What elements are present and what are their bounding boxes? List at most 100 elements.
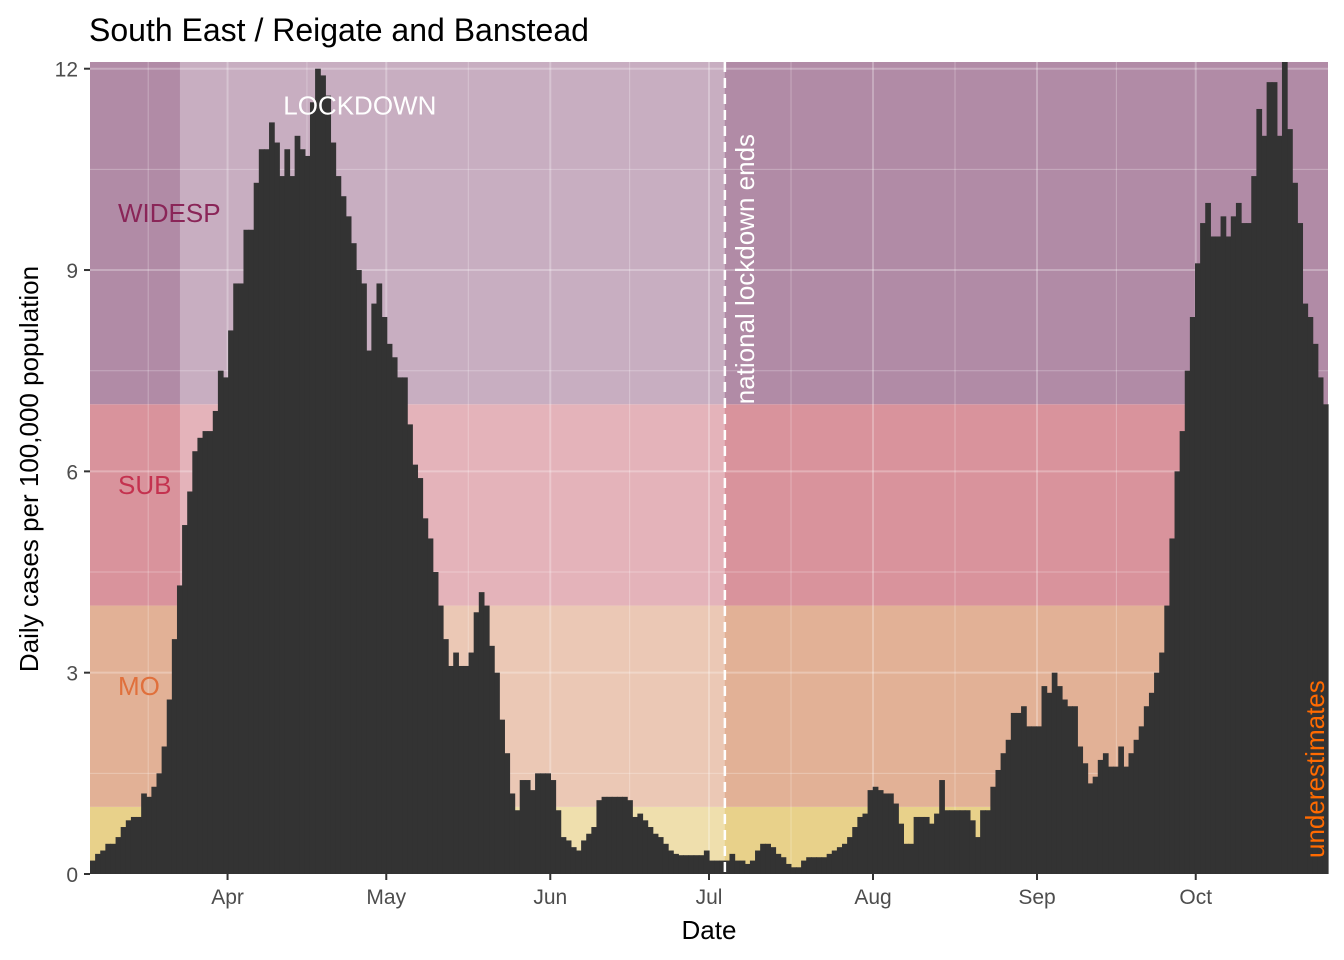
bar-187: [1046, 692, 1053, 874]
bar-84: [519, 780, 526, 874]
bar-102: [611, 796, 618, 874]
bar-19: [187, 491, 193, 874]
bar-195: [1087, 783, 1094, 874]
band-label-1: MO: [118, 671, 160, 701]
bar-98: [591, 827, 598, 874]
bar-133: [770, 847, 777, 874]
bar-206: [1143, 706, 1150, 874]
bar-70: [448, 665, 454, 874]
bar-198: [1102, 753, 1109, 874]
bar-178: [1000, 753, 1007, 874]
bar-239: [1312, 343, 1319, 875]
bar-87: [535, 773, 541, 874]
y-tick-label-1: 3: [66, 663, 78, 686]
bar-186: [1041, 686, 1048, 874]
bar-173: [975, 837, 981, 874]
bar-90: [550, 780, 557, 874]
bar-93: [565, 840, 572, 874]
y-axis-ticks: 0 3 6 9 12: [55, 59, 90, 887]
bar-183: [1026, 726, 1032, 874]
bar-217: [1200, 223, 1206, 874]
bar-194: [1082, 763, 1089, 874]
bar-137: [790, 867, 797, 874]
bar-138: [795, 867, 802, 874]
bar-123: [719, 860, 725, 874]
bar-168: [949, 810, 956, 874]
bar-154: [877, 790, 884, 874]
bar-122: [714, 860, 720, 874]
bar-220: [1215, 236, 1222, 874]
bar-105: [627, 800, 633, 874]
bar-209: [1159, 652, 1165, 874]
bar-110: [652, 833, 659, 874]
bar-77: [483, 605, 490, 874]
bar-119: [698, 855, 705, 874]
bar-50: [345, 216, 352, 874]
bar-66: [427, 538, 434, 874]
bar-235: [1292, 182, 1298, 874]
bar-147: [842, 843, 848, 874]
bar-28: [233, 283, 239, 874]
bar-232: [1276, 135, 1283, 874]
x-tick-label-5: Sep: [1018, 886, 1055, 909]
bar-127: [739, 860, 746, 874]
bar-177: [995, 769, 1002, 874]
bar-52: [356, 270, 362, 874]
bar-85: [524, 780, 531, 874]
bar-73: [463, 665, 470, 874]
bar-159: [903, 843, 910, 874]
bar-63: [412, 464, 419, 874]
bar-35: [269, 122, 275, 874]
bar-109: [647, 827, 654, 874]
bar-0: [90, 860, 96, 874]
bar-22: [202, 431, 209, 874]
bar-160: [908, 843, 915, 874]
bar-241: [1322, 404, 1329, 874]
bar-240: [1317, 377, 1324, 874]
x-tick-label-1: May: [366, 886, 406, 909]
bar-29: [238, 283, 245, 874]
bar-164: [928, 823, 935, 874]
bar-53: [361, 283, 367, 874]
bar-37: [279, 176, 285, 874]
bar-4: [110, 843, 117, 874]
bar-96: [581, 840, 587, 874]
bar-142: [816, 857, 823, 874]
bar-61: [402, 377, 408, 874]
bar-101: [606, 796, 613, 874]
bar-231: [1271, 82, 1278, 875]
bar-18: [182, 525, 188, 874]
bar-130: [755, 850, 761, 874]
band-label-3: WIDESP: [118, 198, 221, 228]
bar-13: [156, 773, 163, 874]
bar-38: [284, 149, 291, 874]
bar-224: [1235, 202, 1242, 875]
bar-205: [1138, 726, 1145, 874]
bar-118: [693, 855, 700, 874]
bar-145: [831, 850, 838, 874]
bar-86: [529, 790, 536, 874]
bar-30: [243, 229, 250, 874]
bar-113: [668, 850, 674, 874]
bar-107: [637, 813, 644, 874]
bar-14: [161, 746, 168, 874]
bar-184: [1031, 726, 1038, 874]
bar-10: [141, 793, 147, 874]
bar-204: [1133, 739, 1140, 874]
bar-65: [422, 518, 429, 874]
bar-158: [898, 823, 904, 874]
bar-150: [857, 816, 864, 874]
bar-24: [212, 410, 219, 874]
bar-78: [489, 645, 495, 874]
bar-166: [939, 780, 945, 874]
bar-114: [673, 853, 679, 874]
lockdown-end-label: national lockdown ends: [730, 134, 760, 404]
bar-17: [176, 585, 183, 874]
bar-226: [1246, 223, 1252, 874]
bar-215: [1189, 317, 1196, 874]
bar-115: [678, 855, 685, 874]
bar-151: [862, 813, 869, 874]
bar-69: [442, 639, 449, 874]
bar-41: [299, 149, 306, 874]
bar-161: [913, 816, 920, 874]
